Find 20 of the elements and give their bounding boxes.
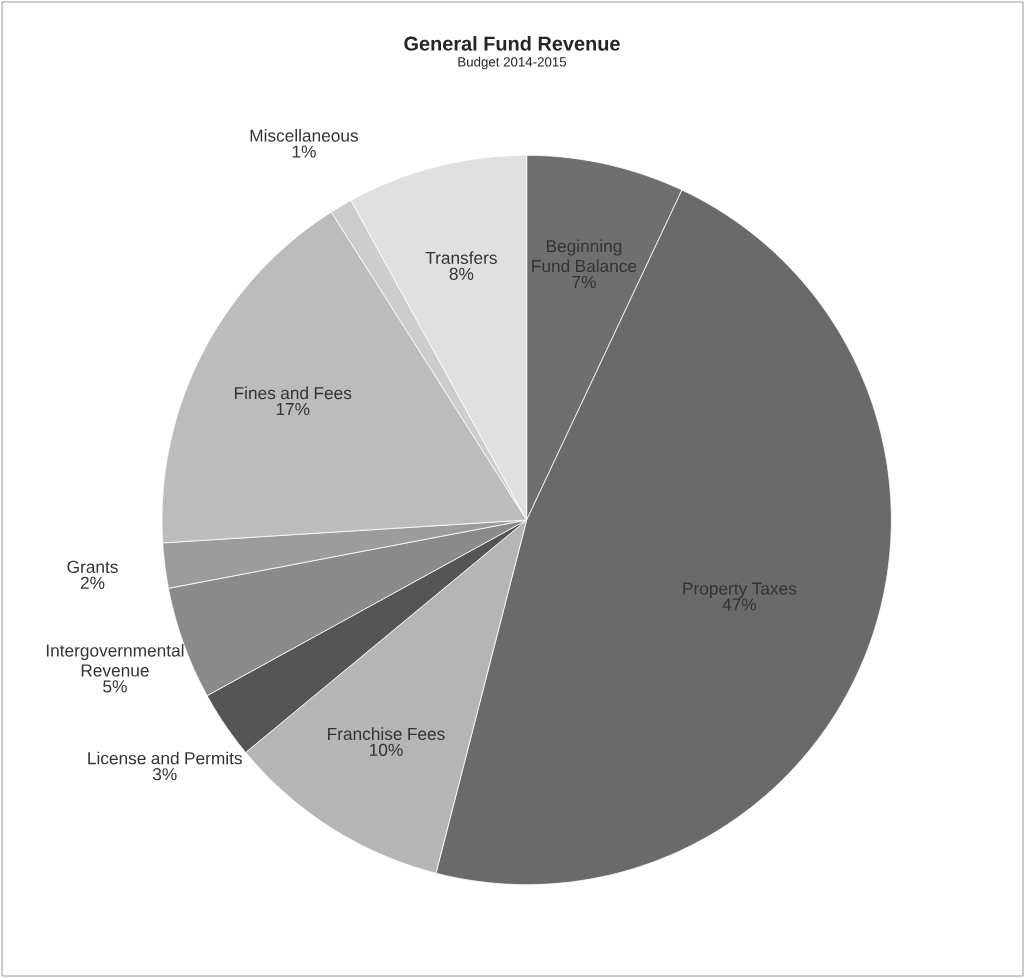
slice-label: Miscellaneous — [250, 129, 358, 142]
slice-label: Fines and Fees — [235, 386, 352, 400]
data-label: 17% — [276, 402, 310, 416]
slice-label: Beginning Fund Balance — [532, 239, 637, 273]
slice-label: Franchise Fees — [328, 727, 445, 741]
data-label: 10% — [370, 743, 403, 756]
slice-label: Grants — [67, 560, 118, 574]
slice-label: License and Permits — [88, 751, 242, 765]
data-label: 1% — [292, 145, 316, 158]
chart-subtitle: Budget 2014-2015 — [458, 56, 567, 70]
slice-label: Intergovernmental Revenue — [46, 643, 184, 677]
data-label: 2% — [80, 576, 105, 589]
slice-label: Property Taxes — [683, 582, 797, 599]
data-label: 47% — [722, 598, 757, 611]
data-label: 7% — [572, 275, 596, 288]
chart-title: General Fund Revenue — [404, 36, 620, 51]
data-label: 5% — [103, 680, 127, 693]
data-label: 8% — [449, 267, 474, 280]
data-label: 3% — [152, 768, 177, 781]
slice-label: Transfers — [425, 251, 497, 265]
